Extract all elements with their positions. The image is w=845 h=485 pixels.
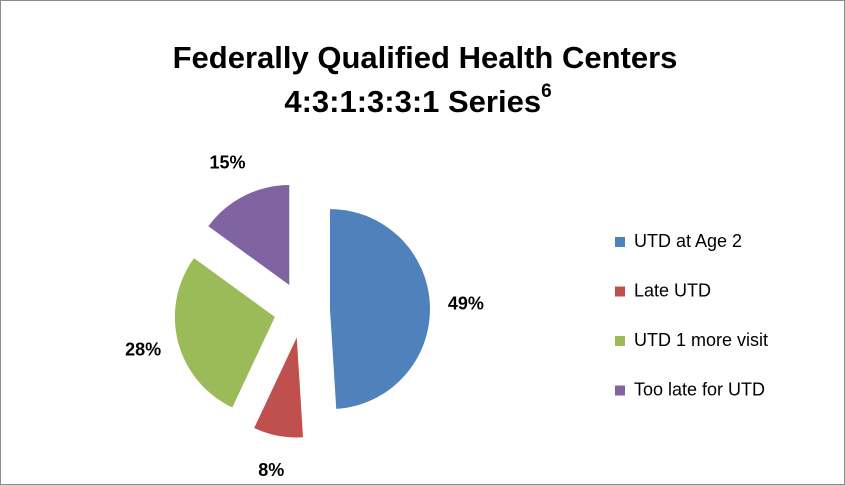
title-superscript: 6 bbox=[541, 81, 552, 102]
data-label: 8% bbox=[258, 460, 284, 480]
pie-slice bbox=[174, 258, 275, 408]
legend-label: Too late for UTD bbox=[634, 379, 765, 399]
legend-label: UTD 1 more visit bbox=[634, 330, 768, 350]
legend-swatch bbox=[615, 286, 625, 297]
pie-slice bbox=[208, 185, 290, 286]
pie-slice bbox=[254, 337, 304, 438]
data-label: 15% bbox=[210, 153, 246, 173]
data-label: 49% bbox=[448, 294, 484, 314]
legend-label: UTD at Age 2 bbox=[634, 231, 742, 251]
legend-swatch bbox=[615, 385, 625, 396]
legend-swatch bbox=[615, 336, 625, 346]
chart-title: 4:3:1:3:3:1 Series bbox=[284, 84, 541, 119]
chart-title: 4:3:1:3:3:1 Series6 bbox=[284, 81, 551, 119]
legend-label: Late UTD bbox=[634, 280, 711, 300]
chart-title: Federally Qualified Health Centers bbox=[173, 40, 678, 75]
data-label: 28% bbox=[125, 340, 161, 360]
legend-swatch bbox=[615, 237, 625, 247]
pie-slice bbox=[329, 209, 430, 409]
